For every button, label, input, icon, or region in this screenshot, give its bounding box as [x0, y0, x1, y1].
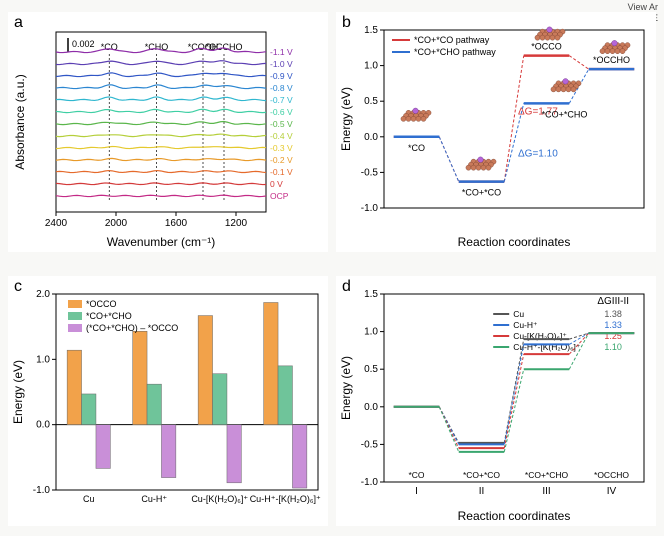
svg-text:-0.4 V: -0.4 V	[270, 131, 293, 141]
panel-d: d -1.0 -0.5 0.0 0.5 1.0 1.5 Reaction coordinat…	[336, 276, 656, 526]
svg-text:1.5: 1.5	[364, 289, 378, 300]
svg-text:1.10: 1.10	[604, 342, 622, 352]
svg-text:Energy (eV): Energy (eV)	[11, 360, 25, 424]
svg-text:Cu-H⁺: Cu-H⁺	[513, 320, 538, 330]
svg-text:1.33: 1.33	[604, 320, 622, 330]
svg-text:-0.5: -0.5	[361, 167, 379, 178]
panel-d-chart: -1.0 -0.5 0.0 0.5 1.0 1.5 Reaction coordinates…	[336, 276, 656, 526]
svg-text:IV: IV	[607, 486, 617, 497]
svg-text:Energy (eV): Energy (eV)	[339, 356, 353, 420]
svg-text:*OCCHO: *OCCHO	[594, 470, 629, 480]
svg-text:-1.0: -1.0	[361, 203, 379, 214]
svg-text:-0.5: -0.5	[361, 439, 379, 450]
svg-text:0.0: 0.0	[364, 402, 378, 413]
svg-text:-0.9 V: -0.9 V	[270, 71, 293, 81]
svg-text:Cu-H⁺: Cu-H⁺	[141, 494, 167, 504]
svg-text:1.0: 1.0	[364, 327, 378, 338]
svg-text:2400: 2400	[45, 218, 68, 229]
svg-text:II: II	[479, 486, 485, 497]
panel-b: b -1.0 -0.5 0.0 0.5 1.0 1.5 Reaction coordinat…	[336, 12, 656, 252]
svg-text:OCP: OCP	[270, 191, 289, 201]
svg-text:-0.7 V: -0.7 V	[270, 95, 293, 105]
svg-text:-0.3 V: -0.3 V	[270, 143, 293, 153]
svg-text:2.0: 2.0	[36, 289, 50, 300]
svg-text:0.0: 0.0	[364, 132, 378, 143]
svg-text:*CO+*CHO: *CO+*CHO	[86, 311, 132, 321]
svg-text:-0.1 V: -0.1 V	[270, 167, 293, 177]
panel-c-chart: -1.0 0.0 1.0 2.0 Energy (eV) Cu Cu-H⁺ Cu-[K(H₂O…	[8, 276, 328, 526]
svg-text:-0.2 V: -0.2 V	[270, 155, 293, 165]
svg-text:*OCCO: *OCCO	[531, 42, 562, 52]
panel-a: a 2400 2000 1600 1200 Wavenumber (cm⁻¹) Absor…	[8, 12, 328, 252]
svg-text:*CO: *CO	[408, 470, 424, 480]
svg-text:-1.0: -1.0	[33, 485, 51, 496]
svg-text:III: III	[542, 486, 550, 497]
svg-text:0.5: 0.5	[364, 96, 378, 107]
svg-text:*CO+*CHO: *CO+*CHO	[542, 109, 588, 119]
svg-text:*CO+*CHO: *CO+*CHO	[525, 470, 569, 480]
svg-text:*CO+*CO: *CO+*CO	[463, 470, 500, 480]
svg-text:-1.1 V: -1.1 V	[270, 47, 293, 57]
svg-text:ΔGIII-II: ΔGIII-II	[597, 296, 629, 307]
svg-text:Wavenumber (cm⁻¹): Wavenumber (cm⁻¹)	[107, 235, 216, 249]
svg-text:*CO+*CO pathway: *CO+*CO pathway	[414, 35, 490, 45]
svg-text:Absorbance (a.u.): Absorbance (a.u.)	[13, 74, 27, 169]
panel-a-label: a	[14, 14, 23, 32]
svg-text:ΔG=1.10: ΔG=1.10	[518, 148, 558, 159]
svg-text:-0.8 V: -0.8 V	[270, 83, 293, 93]
svg-text:-0.5 V: -0.5 V	[270, 119, 293, 129]
svg-text:Cu: Cu	[83, 494, 95, 504]
panel-d-label: d	[342, 278, 351, 296]
svg-text:-0.6 V: -0.6 V	[270, 107, 293, 117]
svg-text:1600: 1600	[165, 218, 188, 229]
svg-text:1.0: 1.0	[36, 354, 50, 365]
svg-text:*CO+*CHO pathway: *CO+*CHO pathway	[414, 47, 496, 57]
svg-text:I: I	[415, 486, 418, 497]
svg-text:0.5: 0.5	[364, 364, 378, 375]
svg-text:-1.0 V: -1.0 V	[270, 59, 293, 69]
svg-text:-1.0: -1.0	[361, 477, 379, 488]
panel-b-chart: -1.0 -0.5 0.0 0.5 1.0 1.5 Reaction coordinates…	[336, 12, 656, 252]
svg-text:*OCCHO: *OCCHO	[593, 55, 630, 65]
svg-text:1.0: 1.0	[364, 61, 378, 72]
svg-text:*CO+*CO: *CO+*CO	[462, 188, 501, 198]
svg-text:1.38: 1.38	[604, 309, 622, 319]
panel-a-chart: 2400 2000 1600 1200 Wavenumber (cm⁻¹) Absorba…	[8, 12, 328, 252]
svg-text:2000: 2000	[105, 218, 128, 229]
svg-text:*OCCO: *OCCO	[86, 299, 117, 309]
svg-text:0.002: 0.002	[72, 39, 95, 49]
svg-text:Reaction coordinates: Reaction coordinates	[458, 235, 571, 249]
svg-text:(*CO+*CHO) – *OCCO: (*CO+*CHO) – *OCCO	[86, 323, 178, 333]
svg-text:Cu-H⁺-[K(H₂O)₆]⁺: Cu-H⁺-[K(H₂O)₆]⁺	[250, 494, 321, 504]
svg-text:1200: 1200	[225, 218, 248, 229]
panel-c-label: c	[14, 278, 22, 296]
panel-b-label: b	[342, 14, 351, 32]
svg-text:Reaction coordinates: Reaction coordinates	[458, 509, 571, 523]
svg-text:Cu: Cu	[513, 309, 524, 319]
svg-text:0.0: 0.0	[36, 420, 50, 431]
panel-c: c -1.0 0.0 1.0 2.0 Energy (eV) Cu Cu-H⁺ Cu-[K(H…	[8, 276, 328, 526]
svg-text:*CO: *CO	[408, 143, 425, 153]
svg-text:1.5: 1.5	[364, 25, 378, 36]
svg-text:Energy (eV): Energy (eV)	[339, 87, 353, 151]
svg-text:Cu-[K(H₂O)₆]⁺: Cu-[K(H₂O)₆]⁺	[191, 494, 248, 504]
svg-text:0 V: 0 V	[270, 179, 283, 189]
